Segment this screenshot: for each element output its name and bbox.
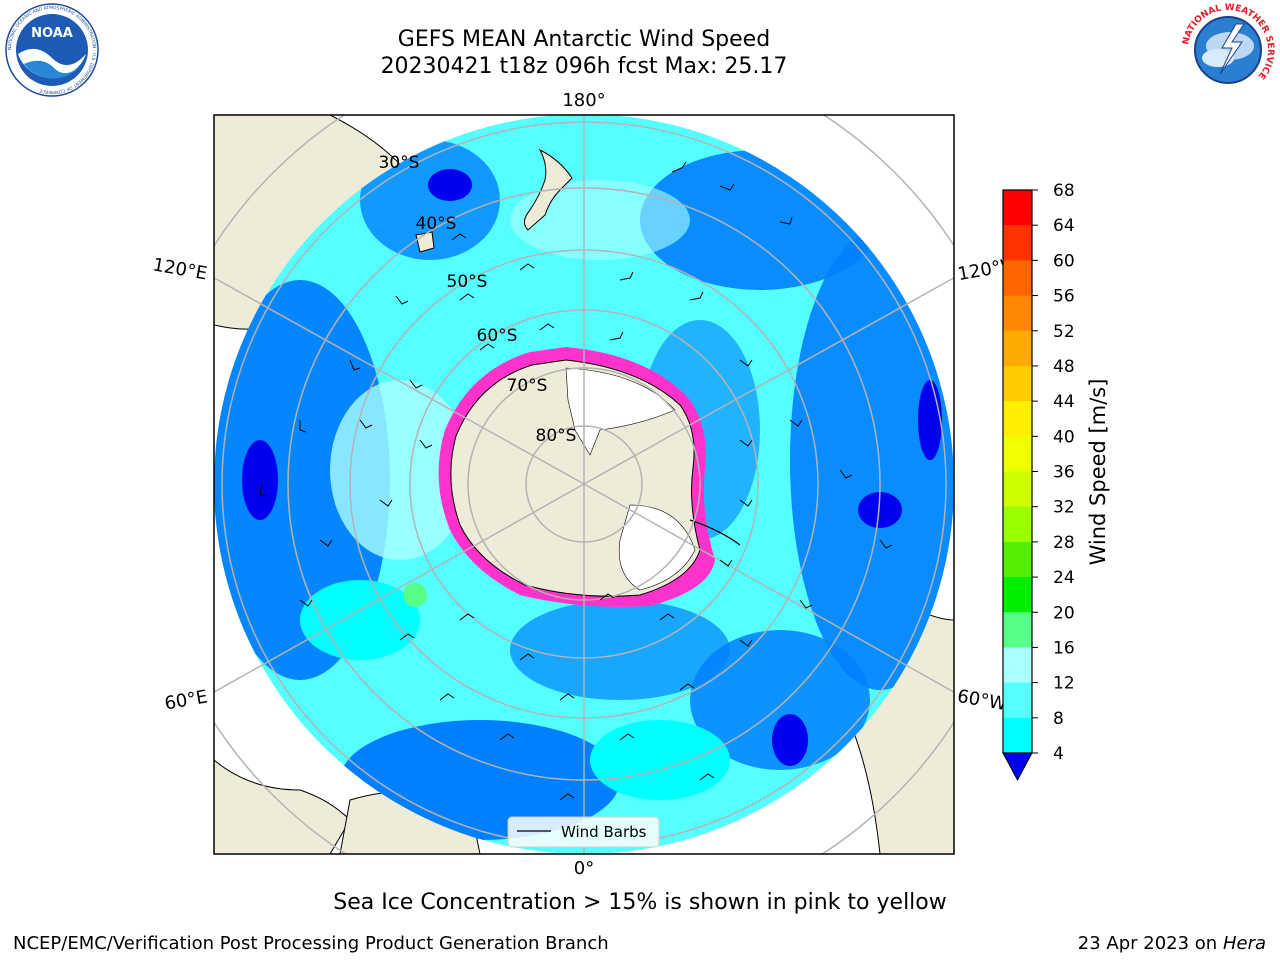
colorbar: 68 64 60 56 52 48 44 40 36 32 28 24 20 16 12 8 4: [1002, 181, 1075, 782]
footer-credit: NCEP/EMC/Verification Post Processing Pr…: [13, 933, 609, 954]
lat-label-60s: 60°S: [477, 326, 518, 346]
lat-label-50s: 50°S: [447, 272, 488, 292]
colorbar-bin: [1003, 190, 1032, 226]
footer-date-text: 23 Apr 2023 on: [1077, 933, 1223, 954]
lon-label-0: 0°: [574, 858, 594, 879]
nws-logo: NATIONAL WEATHER SERVICE: [1181, 3, 1275, 96]
colorbar-tick-label: 24: [1053, 568, 1075, 588]
colorbar-bin: [1003, 295, 1032, 332]
colorbar-bin: [1003, 225, 1032, 261]
colorbar-bin: [1003, 612, 1032, 648]
chart-title: GEFS MEAN Antarctic Wind Speed: [397, 27, 771, 52]
colorbar-extend: [1002, 752, 1033, 782]
map-legend: Wind Barbs: [507, 816, 660, 848]
colorbar-label: Wind Speed [m/s]: [1086, 379, 1110, 566]
lon-label-60w: 60°W: [956, 686, 1009, 715]
colorbar-bin: [1003, 471, 1032, 508]
colorbar-tick-label: 64: [1053, 216, 1075, 236]
footer-machine: Hera: [1222, 933, 1266, 954]
colorbar-bin: [1003, 365, 1032, 402]
colorbar-tick-label: 28: [1053, 533, 1075, 553]
colorbar-tick-label: 44: [1053, 392, 1075, 412]
colorbar-tick-label: 40: [1053, 427, 1075, 447]
map-frame: [213, 114, 955, 855]
lon-label-180: 180°: [562, 90, 605, 111]
colorbar-bin: [1003, 682, 1032, 719]
colorbar-tick-label: 52: [1053, 322, 1075, 342]
colorbar-bin: [1003, 260, 1032, 297]
colorbar-tick-label: 12: [1053, 674, 1075, 694]
sea-ice-caption: Sea Ice Concentration > 15% is shown in …: [333, 890, 947, 915]
colorbar-bin: [1003, 330, 1032, 367]
colorbar-bin: [1003, 541, 1032, 578]
colorbar-tick-label: 16: [1053, 638, 1075, 658]
colorbar-tick-label: 36: [1053, 463, 1075, 483]
lon-label-120e: 120°E: [151, 254, 209, 284]
lat-label-30s: 30°S: [379, 153, 420, 173]
colorbar-tick-label: 56: [1053, 287, 1075, 307]
lat-label-70s: 70°S: [507, 376, 548, 396]
lon-label-60e: 60°E: [163, 686, 209, 714]
colorbar-tick-label: 68: [1053, 181, 1075, 201]
lat-label-40s: 40°S: [416, 214, 457, 234]
colorbar-bin: [1003, 436, 1032, 472]
colorbar-bin: [1003, 401, 1032, 437]
colorbar-bin: [1003, 647, 1032, 684]
chart-subtitle: 20230421 t18z 096h fcst Max: 25.17: [380, 54, 788, 79]
colorbar-tick-label: 20: [1053, 603, 1075, 623]
noaa-label: NOAA: [31, 26, 73, 41]
legend-label: Wind Barbs: [561, 823, 647, 841]
colorbar-tick-label: 32: [1053, 498, 1075, 518]
colorbar-tick-label: 48: [1053, 357, 1075, 377]
colorbar-tick-label: 60: [1053, 251, 1075, 271]
wind-barbs: [259, 161, 893, 801]
colorbar-tick-label: 8: [1053, 709, 1064, 729]
colorbar-bin: [1003, 577, 1032, 613]
footer-date: 23 Apr 2023 on Hera: [1078, 933, 1266, 954]
colorbar-tick-label: 4: [1053, 744, 1064, 764]
noaa-logo: NOAA NATIONAL OCEANIC AND ATMOSPHERIC AD…: [5, 3, 99, 97]
lat-label-80s: 80°S: [536, 426, 577, 446]
colorbar-bin: [1003, 717, 1032, 754]
colorbar-bin: [1003, 506, 1032, 543]
